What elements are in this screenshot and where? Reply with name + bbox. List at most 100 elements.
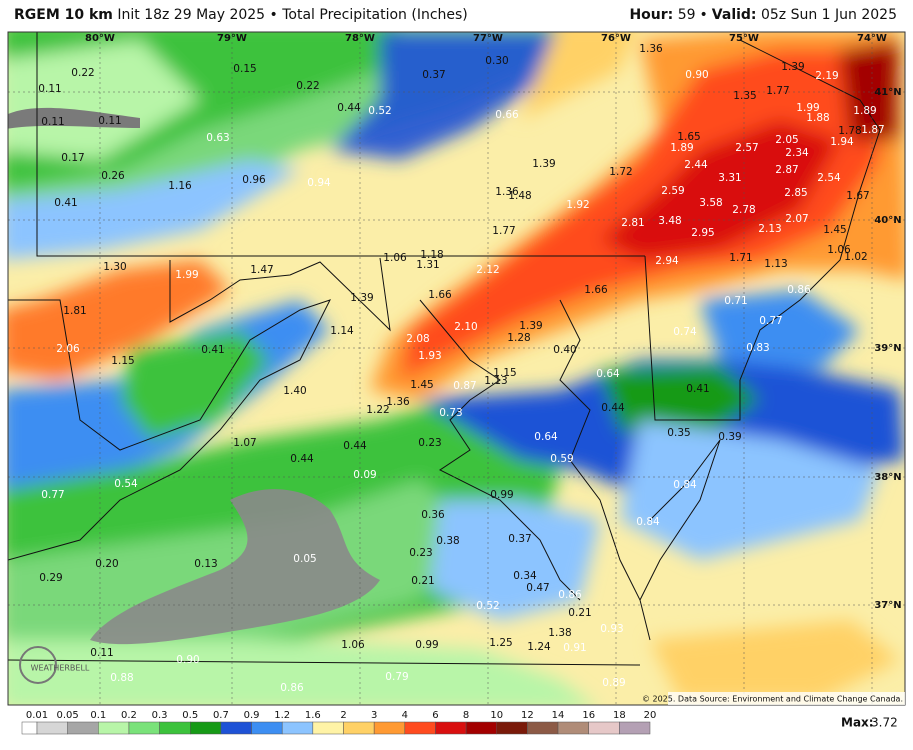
colorbar-box — [527, 721, 559, 735]
precip-label: 1.02 — [844, 251, 867, 263]
precip-label: 2.12 — [476, 264, 499, 276]
precip-label: 1.22 — [366, 404, 389, 416]
precip-label: 1.31 — [416, 259, 439, 271]
colorbar-label: 0.1 — [90, 710, 106, 721]
precip-label: 0.77 — [41, 489, 64, 501]
logo: WEATHERBELL — [31, 664, 90, 673]
credit: © 2025. Data Source: Environment and Cli… — [642, 695, 903, 704]
precip-label: 0.17 — [61, 152, 84, 164]
precip-label: 0.64 — [534, 431, 558, 443]
precip-label: 1.30 — [103, 261, 126, 273]
header-right: Hour: 59 • Valid: 05z Sun 1 Jun 2025 — [629, 7, 901, 23]
precip-label: 1.39 — [350, 292, 373, 304]
precip-label: 0.36 — [421, 509, 445, 521]
precip-label: 1.39 — [781, 61, 804, 73]
precip-label: 0.41 — [686, 383, 709, 395]
precip-label: 1.36 — [495, 186, 519, 198]
precip-label: 1.66 — [584, 284, 608, 296]
precip-label: 0.66 — [495, 109, 519, 121]
precip-label: 1.39 — [519, 320, 542, 332]
colorbar-box — [588, 721, 620, 735]
precip-label: 0.44 — [290, 453, 314, 465]
header: RGEM 10 km Init 18z 29 May 2025 • Total … — [0, 0, 913, 30]
precip-label: 1.06 — [827, 244, 851, 256]
precip-label: 2.95 — [691, 227, 714, 239]
colorbar-label: 14 — [552, 710, 565, 721]
precip-label: 0.35 — [667, 427, 690, 439]
precip-label: 0.21 — [411, 575, 434, 587]
precip-label: 0.09 — [353, 469, 376, 481]
precip-label: 1.36 — [386, 396, 410, 408]
precip-label: 0.59 — [550, 453, 573, 465]
precip-label: 0.84 — [673, 479, 697, 491]
colorbar-label: 18 — [613, 710, 626, 721]
latitude-label: 41°N — [874, 87, 901, 98]
precip-label: 0.26 — [101, 170, 125, 182]
precip-label: 0.74 — [673, 326, 697, 338]
colorbar-label: 0.05 — [57, 710, 79, 721]
precip-label: 1.93 — [418, 350, 441, 362]
credit-bg — [668, 692, 905, 705]
precip-label: 1.78 — [838, 125, 861, 137]
precip-label: 0.64 — [596, 368, 620, 380]
longitude-label: 79°W — [217, 33, 247, 44]
lake — [8, 107, 140, 129]
precip-label: 1.77 — [766, 85, 789, 97]
valid: 05z Sun 1 Jun 2025 — [760, 7, 897, 23]
precip-label: 0.44 — [601, 402, 625, 414]
precip-label: 1.36 — [639, 43, 663, 55]
precip-label: 1.24 — [527, 641, 551, 653]
precip-label: 0.20 — [95, 558, 118, 570]
precip-label: 1.13 — [764, 258, 787, 270]
precip-label: 1.06 — [341, 639, 365, 651]
precip-label: 0.77 — [759, 315, 782, 327]
precip-label: 1.18 — [420, 249, 443, 261]
precip-label: 0.22 — [71, 67, 94, 79]
precip-label: 0.93 — [600, 623, 623, 635]
precip-label: 1.71 — [729, 252, 752, 264]
precip-label: 0.86 — [787, 284, 811, 296]
precip-label: 0.89 — [602, 677, 625, 689]
precip-label: 0.99 — [415, 639, 438, 651]
max-label: Max: — [841, 716, 874, 730]
precip-label: 0.90 — [176, 654, 199, 666]
precip-label: 0.83 — [746, 342, 769, 354]
colorbar-label: 1.6 — [305, 710, 321, 721]
logo-ring — [19, 646, 57, 684]
model: RGEM 10 km — [14, 7, 113, 23]
precip-label: 0.22 — [296, 80, 319, 92]
precip-label: 0.29 — [39, 572, 62, 584]
longitude-label: 77°W — [473, 33, 503, 44]
precip-label: 1.65 — [677, 131, 700, 143]
precip-label: 0.11 — [38, 83, 61, 95]
precip-label: 3.48 — [658, 215, 681, 227]
precip-label: 0.90 — [685, 69, 708, 81]
precip-label: 0.41 — [201, 344, 224, 356]
precip-label: 1.67 — [846, 190, 869, 202]
latitude-label: 38°N — [874, 472, 901, 483]
colorbar-label: 0.7 — [213, 710, 229, 721]
colorbar-box — [159, 721, 191, 735]
precip-label: 2.07 — [785, 213, 808, 225]
colorbar-label: 0.5 — [182, 710, 198, 721]
precip-label: 1.87 — [861, 124, 884, 136]
colorbar-label: 6 — [432, 710, 438, 721]
precip-label: 0.91 — [563, 642, 586, 654]
precip-label: 0.15 — [233, 63, 256, 75]
longitude-label: 80°W — [85, 33, 115, 44]
longitude-label: 74°W — [857, 33, 887, 44]
precip-label: 0.05 — [293, 553, 316, 565]
colorbar-label: 2 — [340, 710, 346, 721]
colorbar-box — [281, 721, 314, 735]
dry-area — [90, 489, 380, 645]
precip-label: 2.13 — [758, 223, 781, 235]
colorbar-label: 8 — [463, 710, 469, 721]
latitude-label: 37°N — [874, 600, 901, 611]
colorbar-label: 4 — [402, 710, 408, 721]
precip-label: 0.37 — [508, 533, 531, 545]
precip-label: 0.30 — [485, 55, 508, 67]
colorbar-box — [619, 721, 651, 735]
hour: 59 — [677, 7, 696, 23]
colorbar-box — [496, 721, 528, 735]
